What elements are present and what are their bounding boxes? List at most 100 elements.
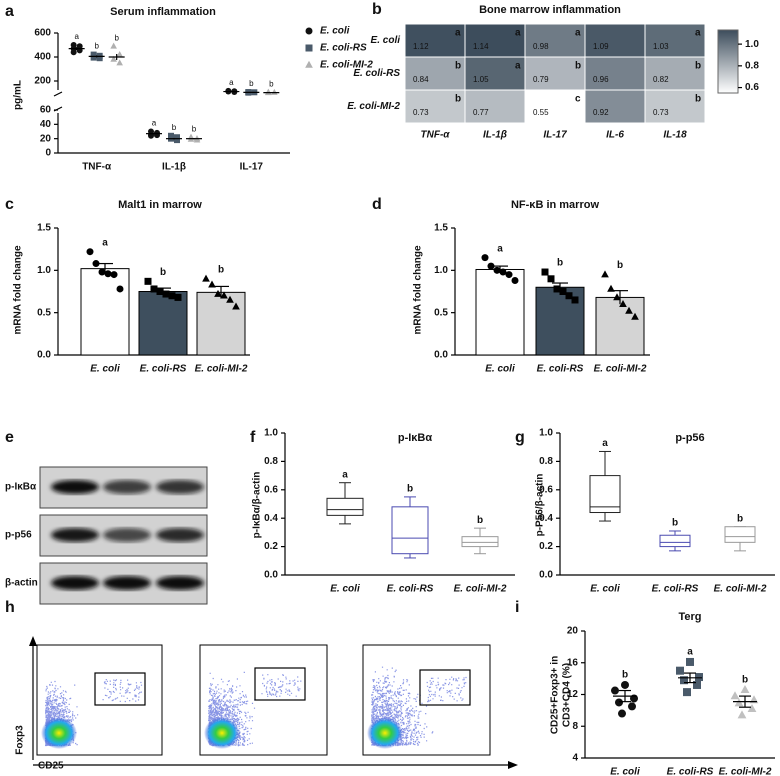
cell-value: 0.79: [533, 75, 549, 84]
significance-letter: b: [455, 61, 461, 72]
heat-cell: [524, 23, 586, 58]
data-point: [271, 88, 278, 95]
significance-letter: b: [114, 33, 119, 42]
cell-value: 0.98: [533, 42, 549, 51]
data-point: [676, 666, 684, 675]
heat-cell: [404, 89, 466, 124]
significance-letter: b: [575, 61, 581, 72]
box: [326, 497, 364, 516]
box: [659, 534, 691, 548]
flow-x-label: CD25: [38, 761, 64, 772]
data-point: [214, 289, 222, 297]
arrow-head: [508, 761, 518, 769]
y-tick-label: 20: [40, 133, 52, 144]
x-tick-label: E. coli: [610, 767, 640, 776]
y-tick-label: 20: [567, 626, 579, 637]
data-point: [208, 280, 216, 288]
cell-value: 0.96: [593, 75, 609, 84]
bar: [80, 268, 130, 356]
data-point: [493, 266, 501, 274]
data-point: [680, 676, 688, 685]
chart-title: Terg: [678, 611, 701, 623]
heat-cell: [404, 23, 466, 58]
y-tick-label: 1.0: [264, 428, 278, 439]
x-tick-label: E. coli-RS: [652, 584, 699, 595]
x-tick-label: E. coli-RS: [667, 767, 714, 776]
flow-gate: [254, 667, 306, 701]
heat-cell: [524, 89, 586, 124]
cell-value: 0.73: [653, 108, 669, 117]
y-tick-label: 1.0: [539, 428, 553, 439]
row-label: E. coli-MI-2: [347, 101, 400, 112]
heat-cell: [404, 56, 466, 91]
heat-cell: [584, 56, 646, 91]
data-point: [70, 49, 77, 56]
significance-letter: b: [617, 260, 623, 271]
colorbar: [717, 29, 739, 94]
significance-letter: b: [249, 79, 254, 88]
cell-value: 0.84: [413, 75, 429, 84]
x-tick-label: IL-17: [240, 162, 264, 173]
significance-letter: a: [515, 61, 521, 72]
cell-value: 0.55: [533, 108, 549, 117]
flow-density: [204, 717, 240, 749]
panel-letter: g: [515, 429, 525, 446]
data-point: [615, 698, 623, 707]
panel-letter: d: [372, 196, 382, 213]
y-tick-label: 12: [567, 689, 579, 700]
significance-letter: b: [455, 94, 461, 105]
data-point: [110, 42, 117, 49]
y-tick-label: 0: [45, 148, 51, 159]
data-point: [481, 254, 489, 262]
data-point: [621, 680, 629, 689]
significance-letter: a: [515, 28, 521, 39]
data-point: [505, 271, 513, 279]
data-point: [511, 276, 519, 284]
significance-letter: a: [229, 78, 234, 87]
significance-letter: a: [342, 469, 348, 480]
data-point: [110, 55, 117, 62]
blot-band: [156, 576, 204, 590]
significance-letter: a: [687, 647, 693, 658]
x-tick-label: TNF-α: [82, 162, 112, 173]
bar: [138, 291, 188, 356]
data-point: [202, 274, 210, 282]
significance-letter: b: [477, 515, 483, 526]
y-tick-label: 1.0: [37, 265, 51, 276]
data-point: [174, 293, 182, 301]
data-point: [565, 292, 573, 300]
data-point: [747, 703, 757, 712]
data-point: [737, 710, 747, 719]
heat-cell: [644, 89, 706, 124]
chart-title: p-IκBα: [398, 432, 433, 444]
cell-value: 0.73: [413, 108, 429, 117]
flow-density: [367, 717, 403, 749]
colorbar-tick-label: 1.0: [745, 39, 759, 50]
significance-letter: a: [602, 438, 608, 449]
data-point: [730, 691, 740, 700]
y-axis-label: pg/mL: [13, 80, 24, 110]
chart-title: Bone marrow inflammation: [479, 4, 621, 16]
heat-cell: [464, 56, 526, 91]
y-tick-label: 0.4: [264, 513, 278, 524]
data-point: [148, 132, 154, 139]
data-point: [547, 275, 555, 283]
data-point: [625, 306, 633, 314]
data-point: [631, 312, 639, 320]
data-point: [686, 657, 694, 666]
colorbar-tick-label: 0.6: [745, 82, 759, 93]
blot-band: [156, 528, 204, 542]
y-tick-label: 40: [40, 119, 52, 130]
significance-letter: a: [575, 28, 581, 39]
blot-band: [103, 528, 151, 542]
box: [391, 506, 429, 555]
blot-band: [51, 528, 99, 542]
legend-label: E. coli-RS: [320, 43, 367, 54]
data-point: [193, 136, 201, 143]
heat-cell: [584, 89, 646, 124]
heat-cell: [644, 56, 706, 91]
y-tick-label: 1.0: [434, 265, 448, 276]
data-point: [144, 277, 152, 285]
significance-letter: a: [695, 28, 701, 39]
